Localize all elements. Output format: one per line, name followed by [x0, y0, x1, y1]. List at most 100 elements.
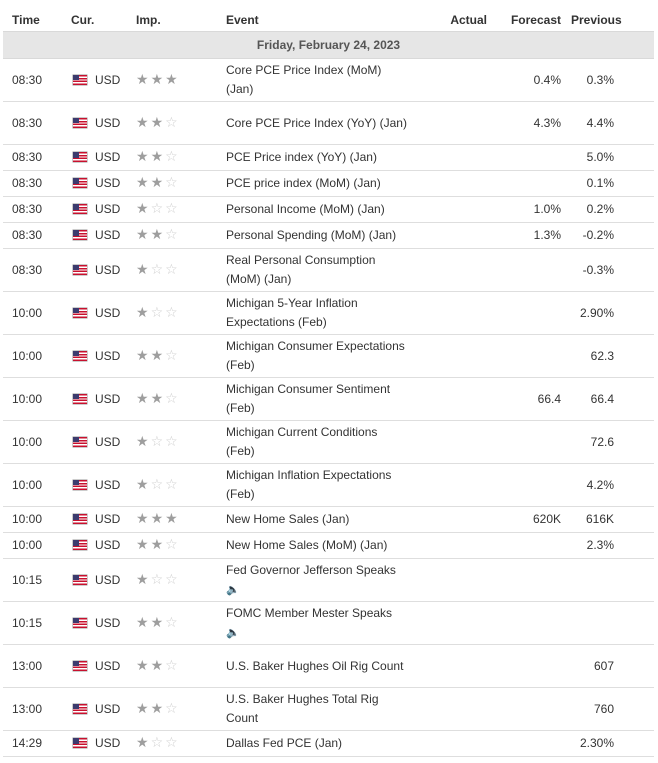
event-name-link[interactable]: Personal Spending (MoM) (Jan): [226, 228, 397, 242]
star-icon: ★: [136, 657, 151, 674]
importance-stars: ★☆☆: [136, 305, 180, 321]
event-row[interactable]: 13:00 USD ★★☆ U.S. Baker Hughes Oil Rig Cou…: [3, 644, 654, 688]
event-importance: ★★☆: [136, 334, 226, 378]
event-name-link[interactable]: New Home Sales (Jan): [226, 512, 350, 526]
event-name-link[interactable]: Michigan Consumer Sentiment (Feb): [226, 382, 391, 415]
event-row[interactable]: 08:30 USD ★★☆ Personal Spending (MoM) (Jan)…: [3, 222, 654, 249]
event-row[interactable]: 08:30 USD ★☆☆ Real Personal Consumption (Mo…: [3, 248, 654, 292]
event-name-link[interactable]: Core PCE Price Index (MoM) (Jan): [226, 63, 382, 96]
event-name-link[interactable]: Michigan 5-Year Inflation Expectations (…: [226, 296, 358, 329]
event-name-link[interactable]: Michigan Inflation Expectations (Feb): [226, 468, 392, 501]
star-icon: ☆: [165, 657, 180, 674]
header-currency[interactable]: Cur.: [71, 9, 136, 32]
event-name-link[interactable]: Core PCE Price Index (YoY) (Jan): [226, 115, 407, 130]
event-name-link[interactable]: Fed Governor Jefferson Speaks: [226, 563, 396, 577]
header-forecast[interactable]: Forecast: [491, 9, 571, 32]
event-row[interactable]: 10:00 USD ★☆☆ Michigan 5-Year Inflation Exp…: [3, 291, 654, 335]
event-row[interactable]: 10:00 USD ★☆☆ Michigan Inflation Expectatio…: [3, 463, 654, 507]
event-name-cell: PCE price index (MoM) (Jan): [226, 170, 411, 197]
star-icon: ★: [136, 201, 151, 217]
star-icon: ☆: [150, 261, 166, 278]
us-flag-icon: [73, 617, 87, 628]
header-actual[interactable]: Actual: [411, 9, 491, 32]
event-currency: USD: [71, 463, 136, 507]
event-name-cell: Michigan 5-Year Inflation Expectations (…: [226, 291, 411, 335]
event-importance: ★☆☆: [136, 463, 226, 507]
event-row[interactable]: 10:15 USD ★★☆ FOMC Member Mester Speaks 🔈: [3, 601, 654, 645]
event-row[interactable]: 08:30 USD ★★☆ Core PCE Price Index (YoY) (J…: [3, 101, 654, 145]
importance-stars: ★★☆: [136, 149, 180, 165]
event-name-link[interactable]: Michigan Current Conditions (Feb): [226, 425, 378, 458]
event-time: 10:15: [3, 558, 71, 602]
us-flag-icon: [73, 738, 87, 748]
event-name-cell: Michigan Consumer Expectations (Feb): [226, 334, 411, 378]
importance-stars: ★☆☆: [136, 262, 180, 278]
event-row[interactable]: 08:30 USD ★★☆ PCE price index (MoM) (Jan) 0.…: [3, 170, 654, 197]
event-row[interactable]: 10:15 USD ★☆☆ Fed Governor Jefferson Speaks…: [3, 558, 654, 602]
event-name-link[interactable]: FOMC Member Mester Speaks: [226, 606, 393, 620]
star-icon: ★: [150, 71, 166, 88]
event-forecast: [491, 248, 571, 292]
event-name-link[interactable]: U.S. Baker Hughes Total Rig Count: [226, 692, 379, 725]
event-importance: ★★☆: [136, 601, 226, 645]
event-actual: [411, 463, 491, 507]
event-time: 10:00: [3, 532, 71, 559]
header-event[interactable]: Event: [226, 9, 411, 32]
event-name-link[interactable]: Personal Income (MoM) (Jan): [226, 202, 385, 216]
event-currency: USD: [71, 730, 136, 757]
event-row[interactable]: 08:30 USD ★★☆ PCE Price index (YoY) (Jan) 5.…: [3, 144, 654, 171]
event-previous: -0.3%: [571, 248, 654, 292]
header-previous[interactable]: Previous: [571, 9, 654, 32]
event-previous: 4.4%: [571, 101, 654, 145]
event-importance: ★☆☆: [136, 420, 226, 464]
event-row[interactable]: 10:00 USD ★★☆ New Home Sales (MoM) (Jan) 2.3…: [3, 532, 654, 559]
event-row[interactable]: 10:00 USD ★★☆ Michigan Consumer Sentiment (…: [3, 377, 654, 421]
us-flag-icon: [73, 74, 87, 85]
event-row[interactable]: 13:00 USD ★★☆ U.S. Baker Hughes Total Rig C…: [3, 687, 654, 731]
event-row[interactable]: 08:30 USD ★☆☆ Personal Income (MoM) (Jan) 1.…: [3, 196, 654, 223]
importance-stars: ★★☆: [136, 701, 180, 717]
event-importance: ★★☆: [136, 532, 226, 559]
event-row[interactable]: 08:30 USD ★★★ Core PCE Price Index (MoM) (J…: [3, 58, 654, 102]
star-icon: ☆: [165, 476, 180, 493]
star-icon: ★: [150, 175, 166, 191]
star-icon: ☆: [165, 175, 180, 191]
event-name-link[interactable]: New Home Sales (MoM) (Jan): [226, 538, 388, 552]
event-time: 10:00: [3, 463, 71, 507]
star-icon: ☆: [165, 700, 180, 717]
event-name-link[interactable]: Real Personal Consumption (MoM) (Jan): [226, 253, 376, 286]
event-currency: USD: [71, 532, 136, 559]
event-name-link[interactable]: Dallas Fed PCE (Jan): [226, 736, 343, 750]
event-row[interactable]: 14:29 USD ★☆☆ Dallas Fed PCE (Jan) 2.30%: [3, 730, 654, 757]
header-importance[interactable]: Imp.: [136, 9, 226, 32]
event-name-link[interactable]: PCE price index (MoM) (Jan): [226, 176, 381, 190]
event-name-cell: Real Personal Consumption (MoM) (Jan): [226, 248, 411, 292]
event-previous: 2.30%: [571, 730, 654, 757]
event-row[interactable]: 10:00 USD ★★☆ Michigan Consumer Expectation…: [3, 334, 654, 378]
star-icon: ☆: [165, 537, 180, 553]
event-currency: USD: [71, 420, 136, 464]
event-importance: ★★★: [136, 506, 226, 533]
event-time: 10:15: [3, 601, 71, 645]
event-name-link[interactable]: Michigan Consumer Expectations (Feb): [226, 339, 405, 372]
event-name-cell: U.S. Baker Hughes Oil Rig Count: [226, 644, 411, 688]
event-previous: 62.3: [571, 334, 654, 378]
event-previous: -0.2%: [571, 222, 654, 249]
importance-stars: ★★☆: [136, 615, 180, 631]
event-previous: 2.90%: [571, 291, 654, 335]
importance-stars: ★☆☆: [136, 735, 180, 751]
event-actual: [411, 377, 491, 421]
event-row[interactable]: 10:00 USD ★☆☆ Michigan Current Conditions (…: [3, 420, 654, 464]
event-row[interactable]: 10:00 USD ★★★ New Home Sales (Jan) 620K 616K: [3, 506, 654, 533]
event-name-cell: Michigan Inflation Expectations (Feb): [226, 463, 411, 507]
event-importance: ★★☆: [136, 144, 226, 171]
event-currency: USD: [71, 144, 136, 171]
header-time[interactable]: Time: [3, 9, 71, 32]
star-icon: ★: [136, 114, 151, 131]
event-name-link[interactable]: U.S. Baker Hughes Oil Rig Count: [226, 658, 404, 673]
event-importance: ★★☆: [136, 222, 226, 249]
currency-code: USD: [95, 150, 121, 164]
event-name-link[interactable]: PCE Price index (YoY) (Jan): [226, 150, 377, 164]
star-icon: ★: [136, 614, 151, 631]
star-icon: ☆: [165, 390, 180, 407]
